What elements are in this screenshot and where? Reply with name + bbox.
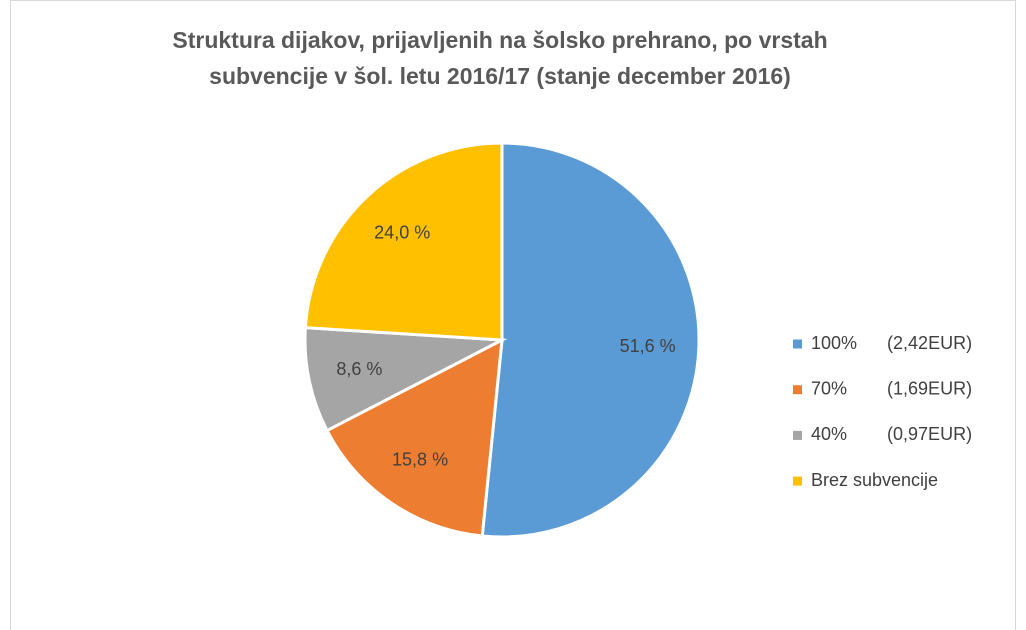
chart-title: Struktura dijakov, prijavljenih na šolsk… [172,27,827,53]
pie-slice [480,141,701,539]
legend-swatch [793,339,802,349]
legend-label: 40% (0,97EUR) [811,424,972,444]
pie-slice [303,326,508,433]
legend-label: Brez subvencije [811,470,938,490]
legend-label: 70% (1,69EUR) [811,378,972,398]
data-label: 24,0 % [374,222,430,242]
data-label: 8,6 % [336,359,382,379]
chart-title: subvencije v šol. letu 2016/17 (stanje d… [209,63,791,89]
legend-swatch [793,476,802,486]
legend-swatch [793,385,802,395]
data-label: 51,6 % [620,336,676,356]
legend-swatch [793,430,802,440]
pie-slice [325,337,504,538]
data-label: 15,8 % [392,449,448,469]
legend-label: 100% (2,42EUR) [811,333,972,353]
pie-slice [303,141,504,342]
